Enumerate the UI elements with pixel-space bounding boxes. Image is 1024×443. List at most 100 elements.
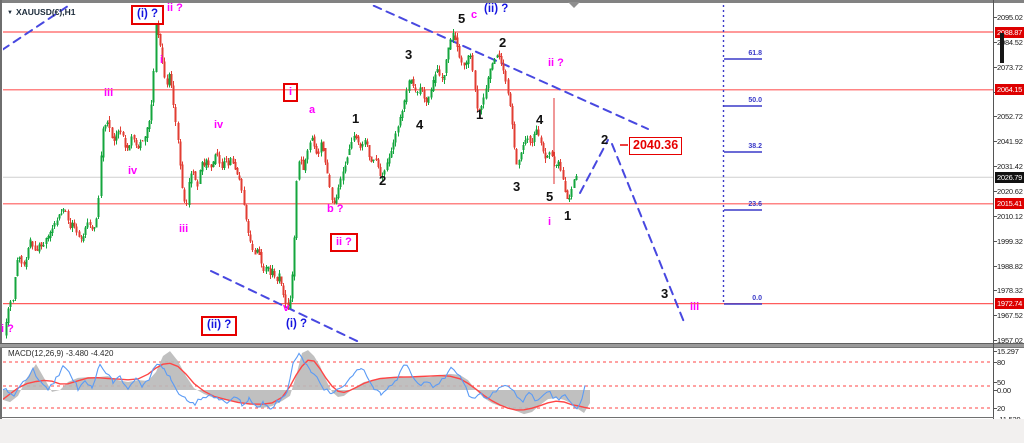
candle <box>260 252 263 264</box>
wave-label[interactable]: iv <box>214 119 224 131</box>
wave-label[interactable]: 3 <box>513 179 521 194</box>
wave-label[interactable]: 4 <box>536 112 544 127</box>
wave-label[interactable]: iii <box>179 223 189 235</box>
candle <box>339 178 342 188</box>
candle <box>18 257 21 260</box>
wave-label[interactable]: 2 <box>379 173 387 188</box>
candle <box>218 154 221 164</box>
trendline[interactable] <box>611 143 685 323</box>
wave-label[interactable]: (i) ? <box>131 5 165 25</box>
price-target-label[interactable]: 2040.36 <box>629 137 683 155</box>
candle <box>78 231 81 238</box>
candle <box>474 70 477 90</box>
wave-label[interactable]: 5 <box>546 189 554 204</box>
candle <box>421 87 424 89</box>
candle <box>73 222 76 227</box>
wave-label[interactable]: 5 <box>458 11 466 26</box>
candle <box>447 47 450 60</box>
chart-title[interactable]: ▼ XAUUSD(€),H1 <box>7 7 75 17</box>
candle <box>379 166 382 177</box>
macd-signal-line <box>3 359 591 411</box>
wave-label[interactable]: iv <box>128 165 138 177</box>
pane-separator[interactable] <box>0 343 1024 348</box>
candle <box>254 250 257 255</box>
candle <box>524 139 527 144</box>
wave-label[interactable]: a <box>309 104 316 116</box>
candle <box>20 255 23 264</box>
candle <box>126 144 129 148</box>
wave-label[interactable]: c <box>471 9 478 21</box>
trendline[interactable] <box>2 2 74 51</box>
candle <box>60 213 63 215</box>
wave-label[interactable]: (i) ? <box>286 318 308 330</box>
candle <box>141 140 144 142</box>
wave-label[interactable]: b ? <box>327 203 344 215</box>
wave-label[interactable]: i <box>283 83 299 102</box>
wave-label[interactable]: 3 <box>661 286 669 301</box>
candle <box>102 128 105 158</box>
candle <box>397 126 400 133</box>
macd-scale-label: 0.00 <box>997 385 1011 395</box>
wave-label[interactable]: 2 <box>601 132 609 147</box>
candle <box>243 190 246 206</box>
price-tick <box>993 191 997 193</box>
candle <box>29 239 32 248</box>
trendline[interactable] <box>579 139 609 194</box>
candle <box>322 141 325 152</box>
candle <box>496 55 499 58</box>
wave-label[interactable]: (ii) ? <box>201 316 238 336</box>
candle <box>383 170 386 175</box>
wave-label[interactable]: ii ? <box>167 2 183 14</box>
candle <box>232 158 235 164</box>
wave-label[interactable]: ii ? <box>330 233 358 252</box>
candle <box>179 141 182 166</box>
trendline[interactable] <box>210 270 360 342</box>
wave-label[interactable]: i ? <box>1 323 14 335</box>
price-scale-border <box>993 0 994 419</box>
chart-shift-marker-icon[interactable] <box>568 2 580 8</box>
wave-label[interactable]: 2 <box>499 35 507 50</box>
candle <box>533 133 536 143</box>
wave-label[interactable]: iii <box>104 87 114 99</box>
price-tick <box>993 66 997 68</box>
time-axis[interactable]: 20 Nov 202323 Nov 09:0028 Nov 09:001 Dec… <box>0 419 1024 443</box>
candle <box>234 162 237 170</box>
candle <box>394 133 397 143</box>
candle <box>282 285 285 295</box>
wave-label[interactable]: i <box>160 54 164 66</box>
candle <box>408 80 411 92</box>
price-scale-label: 2073.72 <box>997 62 1023 72</box>
candle <box>326 162 329 174</box>
oscillator-line <box>3 352 586 410</box>
macd-scale-tick <box>993 350 997 352</box>
wave-label[interactable]: 1 <box>476 107 484 122</box>
candle <box>130 136 133 146</box>
candle <box>350 141 353 149</box>
candle <box>302 159 305 171</box>
candle <box>557 161 560 167</box>
candle <box>392 142 395 150</box>
wave-label[interactable]: iii <box>690 301 700 313</box>
wave-label[interactable]: 1 <box>352 111 360 126</box>
wave-label[interactable]: v <box>283 302 290 314</box>
wave-label[interactable]: (ii) ? <box>484 3 509 15</box>
candle <box>454 35 457 41</box>
candle <box>401 110 404 119</box>
wave-label[interactable]: 1 <box>564 208 572 223</box>
candle <box>507 79 510 94</box>
candle <box>515 149 518 165</box>
candle <box>566 190 569 199</box>
wave-label[interactable]: 3 <box>405 47 413 62</box>
wave-label[interactable]: ii ? <box>548 57 564 69</box>
candle <box>64 210 67 212</box>
macd-scale-tick <box>993 407 997 409</box>
wave-label[interactable]: 4 <box>416 117 424 132</box>
wave-label[interactable]: i <box>548 216 552 228</box>
candle <box>377 159 380 167</box>
candle <box>456 37 459 48</box>
dropdown-triangle-icon: ▼ <box>7 10 13 16</box>
candle <box>460 57 463 63</box>
candle <box>414 87 417 91</box>
